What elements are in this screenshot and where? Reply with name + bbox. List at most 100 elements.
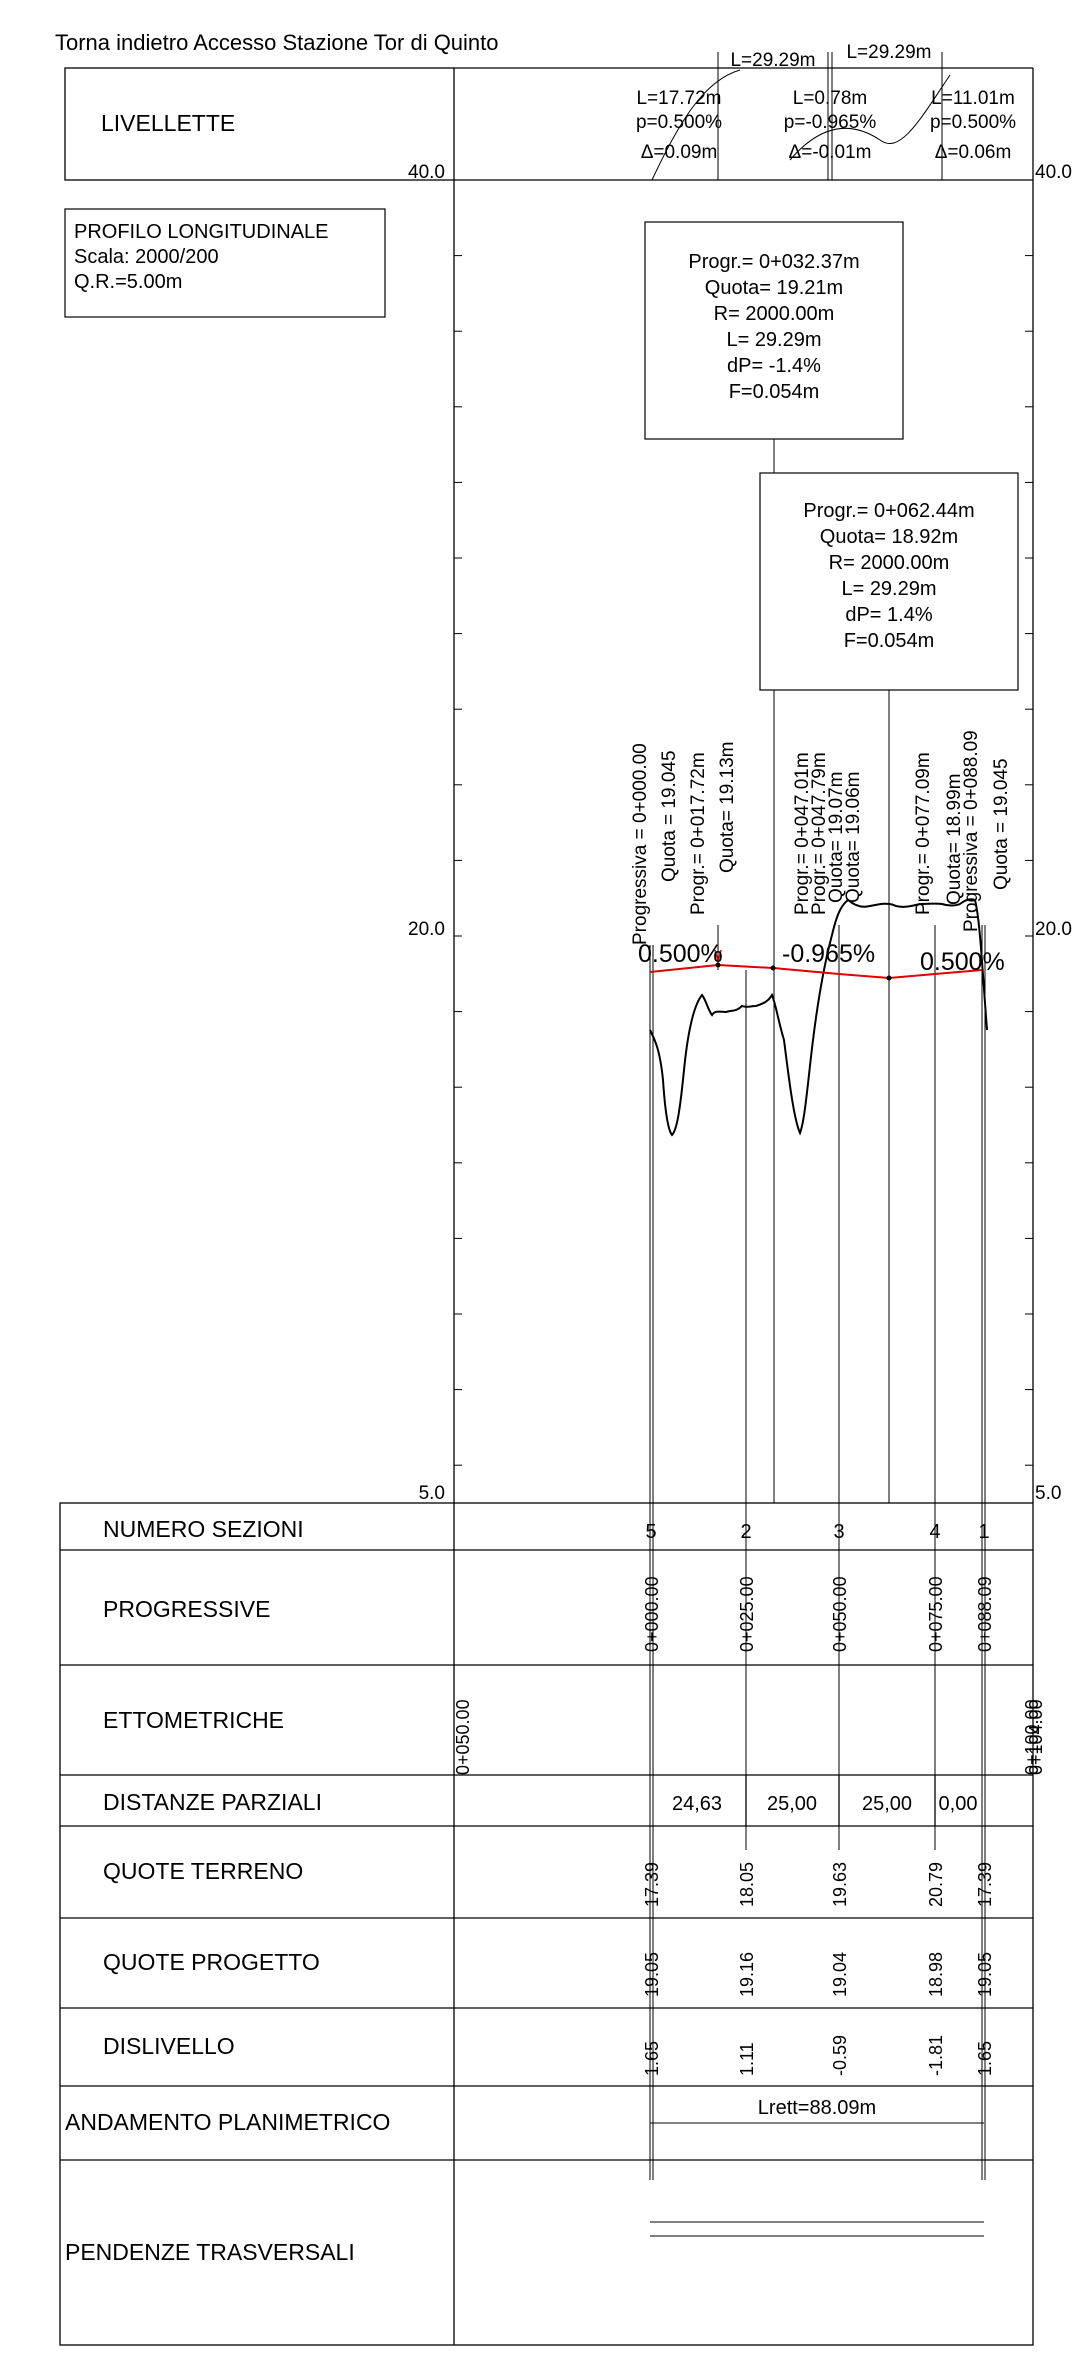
pvi2-quota: Quota= 19.07m [826, 771, 847, 903]
project-level-value: 19.16 [737, 1952, 757, 1997]
segment-length: L=17.72m [636, 88, 721, 109]
end-quota: Quota = 19.045 [991, 758, 1012, 890]
curve-length-label: L=29.29m [846, 42, 931, 63]
difference-value: 1.65 [642, 2041, 662, 2076]
section-number: 3 [833, 1521, 844, 1543]
row-label-ettometriche: ETTOMETRICHE [103, 1707, 284, 1733]
curve-f: F=0.054m [844, 630, 935, 652]
section-lines [649, 925, 986, 2180]
progressive-value: 0+050.00 [830, 1576, 850, 1652]
ground-level-value: 17.39 [642, 1862, 662, 1907]
curve-length: L= 29.29m [726, 329, 821, 351]
vertical-labels: Progressiva = 0+000.00 Quota = 19.045 Pr… [630, 730, 1012, 945]
difference-value: -1.81 [926, 2035, 946, 2076]
progressive-value: 0+088.09 [975, 1576, 995, 1652]
axis-label-top-left: 40.0 [408, 162, 445, 183]
livellette-label: LIVELLETTE [101, 110, 235, 136]
project-level-value: 19.05 [975, 1952, 995, 1997]
distance-value: 24,63 [672, 1793, 722, 1815]
segment-length: L=0.78m [793, 88, 867, 109]
ettometrica-value: 0+104.00 [1026, 1699, 1046, 1775]
axis-label-top-right: 40.0 [1035, 162, 1072, 183]
drawing-title: Torna indietro Accesso Stazione Tor di Q… [55, 30, 499, 55]
section-number: 4 [929, 1521, 940, 1543]
row-label-pendenze: PENDENZE TRASVERSALI [65, 2239, 355, 2265]
slope-label: 0.500% [638, 940, 723, 968]
section-number: 2 [740, 1521, 751, 1543]
row-label-quote-progetto: QUOTE PROGETTO [103, 1949, 320, 1975]
curve-progr: Progr.= 0+032.37m [688, 251, 859, 273]
pvi2-progr: Progr.= 0+047.01m [792, 752, 813, 915]
curve-quota: Quota= 19.21m [705, 277, 843, 299]
curve-progr: Progr.= 0+062.44m [803, 500, 974, 522]
segment-delta: Δ=0.06m [935, 142, 1012, 163]
curve-radius: R= 2000.00m [829, 552, 950, 574]
segment-delta: Δ=-0.01m [789, 142, 872, 163]
pvi1-progr: Progr.= 0+017.72m [688, 752, 709, 915]
difference-value: -0.59 [830, 2035, 850, 2076]
distance-value: 25,00 [862, 1793, 912, 1815]
segment-slope: p=0.500% [636, 112, 722, 133]
segment-delta: Δ=0.09m [641, 142, 718, 163]
info-box [64, 208, 386, 318]
curve-radius: R= 2000.00m [714, 303, 835, 325]
distance-value: 25,00 [767, 1793, 817, 1815]
project-level-value: 19.04 [830, 1952, 850, 1997]
pvi3-quota: Quota= 19.06m [843, 771, 864, 903]
info-box-title: PROFILO LONGITUDINALE [74, 221, 329, 243]
curve-length-label: L=29.29m [730, 50, 815, 71]
pvi3-progr: Progr.= 0+047.79m [809, 752, 830, 915]
difference-value: 1.11 [737, 2042, 757, 2076]
start-progressiva: Progressiva = 0+000.00 [630, 743, 651, 945]
ground-level-value: 19.63 [830, 1862, 850, 1907]
progressive-value: 0+075.00 [926, 1576, 946, 1652]
pvi4-progr: Progr.= 0+077.09m [913, 752, 934, 915]
ground-level-value: 18.05 [737, 1862, 757, 1907]
livellette-row [64, 52, 1034, 181]
progressive-value: 0+000.00 [642, 1576, 662, 1652]
row-label-dislivello: DISLIVELLO [103, 2033, 235, 2059]
ground-profile-line [649, 898, 988, 1137]
distance-value: 0,00 [939, 1793, 978, 1815]
row-label-distanze: DISTANZE PARZIALI [103, 1789, 322, 1815]
pvi1-quota: Quota= 19.13m [717, 741, 738, 873]
slope-label: -0.965% [782, 940, 875, 968]
curve-quota: Quota= 18.92m [820, 526, 958, 548]
grade-points [715, 962, 892, 981]
data-table-grid [59, 1502, 1034, 2346]
progressive-value: 0+025.00 [737, 1576, 757, 1652]
segment-slope: p=0.500% [930, 112, 1016, 133]
vertical-curve-box [644, 221, 904, 440]
slope-label: 0.500% [920, 948, 1005, 976]
segment-length: L=11.01m [931, 88, 1015, 109]
axis-label-bottom-right: 5.0 [1035, 1483, 1061, 1504]
grade-arrow [714, 949, 722, 963]
curve-dp: dP= -1.4% [727, 355, 821, 377]
curve-dp: dP= 1.4% [845, 604, 933, 626]
axis-label-mid-right: 20.0 [1035, 919, 1072, 940]
axis-label-mid-left: 20.0 [408, 919, 445, 940]
info-box-reference: Q.R.=5.00m [74, 271, 182, 293]
profile-frame [453, 180, 1034, 1503]
info-box-scale: Scala: 2000/200 [74, 246, 219, 268]
end-progressiva: Progressiva = 0+088.09 [961, 730, 982, 932]
project-level-value: 18.98 [926, 1952, 946, 1997]
curve-length: L= 29.29m [841, 578, 936, 600]
row-label-progressive: PROGRESSIVE [103, 1596, 270, 1622]
ettometrica-value: 0+100.00 [1022, 1699, 1042, 1775]
ground-level-value: 17.39 [975, 1862, 995, 1907]
difference-value: 1.65 [975, 2041, 995, 2076]
start-quota: Quota = 19.045 [659, 750, 680, 882]
row-label-andamento: ANDAMENTO PLANIMETRICO [65, 2109, 390, 2135]
segment-slope: p=-0.965% [784, 112, 877, 133]
vertical-curve-box [759, 472, 1019, 691]
project-level-value: 19.05 [642, 1952, 662, 1997]
planimetric-length: Lrett=88.09m [758, 2097, 876, 2119]
curve-f: F=0.054m [729, 381, 820, 403]
ettometrica-value: 0+050.00 [453, 1699, 473, 1775]
axis-label-bottom-left: 5.0 [419, 1483, 445, 1504]
axis-ticks [454, 179, 1033, 1466]
section-number: 5 [645, 1521, 656, 1543]
pvi4-quota: Quota= 18.99m [944, 773, 965, 905]
